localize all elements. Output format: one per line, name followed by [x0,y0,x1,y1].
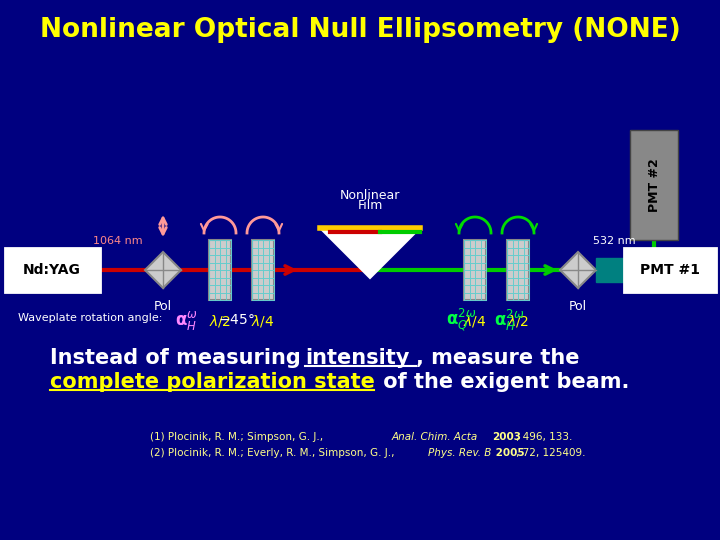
Bar [596,258,624,282]
Text: Nonlinear: Nonlinear [340,189,400,202]
Text: of the exigent beam.: of the exigent beam. [376,372,629,392]
Text: Pol: Pol [569,300,587,313]
Bar [507,240,529,300]
Text: PMT #1: PMT #1 [640,263,700,277]
Text: (1) Plocinik, R. M.; Simpson, G. J.,: (1) Plocinik, R. M.; Simpson, G. J., [150,432,326,442]
Text: $\mathbf{\alpha}$$_H^\omega$: $\mathbf{\alpha}$$_H^\omega$ [175,308,198,332]
Text: 2003: 2003 [492,432,521,442]
Text: Nd:YAG: Nd:YAG [23,263,81,277]
Bar [252,240,274,300]
Text: Waveplate rotation angle:: Waveplate rotation angle: [18,313,163,323]
Bar [209,240,231,300]
Text: Anal. Chim. Acta: Anal. Chim. Acta [392,432,478,442]
Text: $\mathbf{\alpha}$$_Q^{2\omega}$: $\mathbf{\alpha}$$_Q^{2\omega}$ [446,307,476,333]
Bar [624,248,716,292]
Polygon shape [145,252,181,288]
Text: Pol: Pol [154,300,172,313]
Text: PMT #2: PMT #2 [647,158,660,212]
Text: $\lambda$/2: $\lambda$/2 [209,313,231,329]
Text: , 496, 133.: , 496, 133. [516,432,572,442]
Text: 1064 nm: 1064 nm [93,236,143,246]
Text: $\lambda$/4: $\lambda$/4 [463,313,487,329]
Text: Phys. Rev. B: Phys. Rev. B [428,448,491,458]
Text: Nonlinear Optical Null Ellipsometry (NONE): Nonlinear Optical Null Ellipsometry (NON… [40,17,680,43]
Bar [464,240,486,300]
Polygon shape [320,228,420,278]
Text: 532 nm: 532 nm [593,236,635,246]
Polygon shape [560,252,596,288]
Text: , measure the: , measure the [416,348,580,368]
Text: intensity: intensity [305,348,410,368]
Text: 2005: 2005 [492,448,525,458]
Text: complete polarization state: complete polarization state [50,372,375,392]
Text: $-45°$: $-45°$ [218,313,255,327]
Bar [5,248,100,292]
Text: $\mathbf{\alpha}$$_H^{2\omega}$: $\mathbf{\alpha}$$_H^{2\omega}$ [494,307,524,333]
Text: $\lambda$/2: $\lambda$/2 [507,313,529,329]
Text: , 72, 125409.: , 72, 125409. [516,448,585,458]
Text: $\lambda$/4: $\lambda$/4 [251,313,275,329]
Text: (2) Plocinik, R. M.; Everly, R. M., Simpson, G. J.,: (2) Plocinik, R. M.; Everly, R. M., Simp… [150,448,397,458]
Text: Instead of measuring: Instead of measuring [50,348,308,368]
Bar [630,130,678,240]
Text: Film: Film [357,199,383,212]
